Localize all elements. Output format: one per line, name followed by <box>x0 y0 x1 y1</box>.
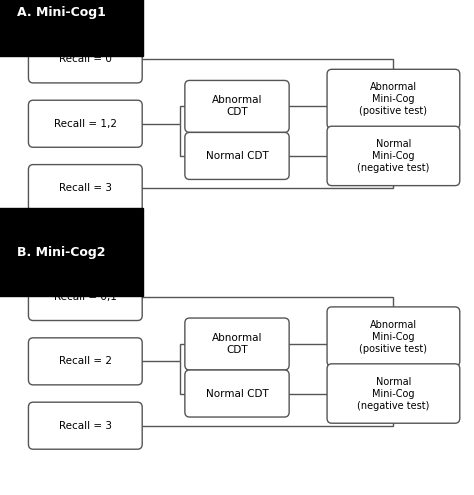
Text: Recall = 0: Recall = 0 <box>59 54 112 64</box>
FancyBboxPatch shape <box>28 402 142 449</box>
FancyBboxPatch shape <box>28 36 142 83</box>
FancyBboxPatch shape <box>327 69 460 129</box>
Text: Recall = 3: Recall = 3 <box>59 421 112 431</box>
FancyBboxPatch shape <box>185 80 289 132</box>
Text: B. Mini-Cog2: B. Mini-Cog2 <box>17 246 105 259</box>
Text: Normal CDT: Normal CDT <box>206 151 268 161</box>
Text: Abnormal
CDT: Abnormal CDT <box>212 333 262 355</box>
FancyBboxPatch shape <box>28 338 142 385</box>
FancyBboxPatch shape <box>327 126 460 186</box>
Text: Normal CDT: Normal CDT <box>206 389 268 398</box>
Text: Abnormal
Mini-Cog
(positive test): Abnormal Mini-Cog (positive test) <box>359 82 428 116</box>
Text: A. Mini-Cog1: A. Mini-Cog1 <box>17 6 105 19</box>
FancyBboxPatch shape <box>327 307 460 366</box>
Text: Recall = 0,1: Recall = 0,1 <box>54 292 117 302</box>
Text: Abnormal
CDT: Abnormal CDT <box>212 96 262 117</box>
FancyBboxPatch shape <box>28 164 142 211</box>
FancyBboxPatch shape <box>185 132 289 180</box>
Text: Recall = 3: Recall = 3 <box>59 183 112 193</box>
FancyBboxPatch shape <box>28 273 142 321</box>
FancyBboxPatch shape <box>28 100 142 148</box>
FancyBboxPatch shape <box>327 364 460 423</box>
Text: Recall = 2: Recall = 2 <box>59 356 112 366</box>
Text: Normal
Mini-Cog
(negative test): Normal Mini-Cog (negative test) <box>357 139 429 173</box>
Text: Abnormal
Mini-Cog
(positive test): Abnormal Mini-Cog (positive test) <box>359 320 428 353</box>
Text: Normal
Mini-Cog
(negative test): Normal Mini-Cog (negative test) <box>357 377 429 410</box>
FancyBboxPatch shape <box>185 318 289 370</box>
FancyBboxPatch shape <box>185 370 289 417</box>
Text: Recall = 1,2: Recall = 1,2 <box>54 119 117 129</box>
